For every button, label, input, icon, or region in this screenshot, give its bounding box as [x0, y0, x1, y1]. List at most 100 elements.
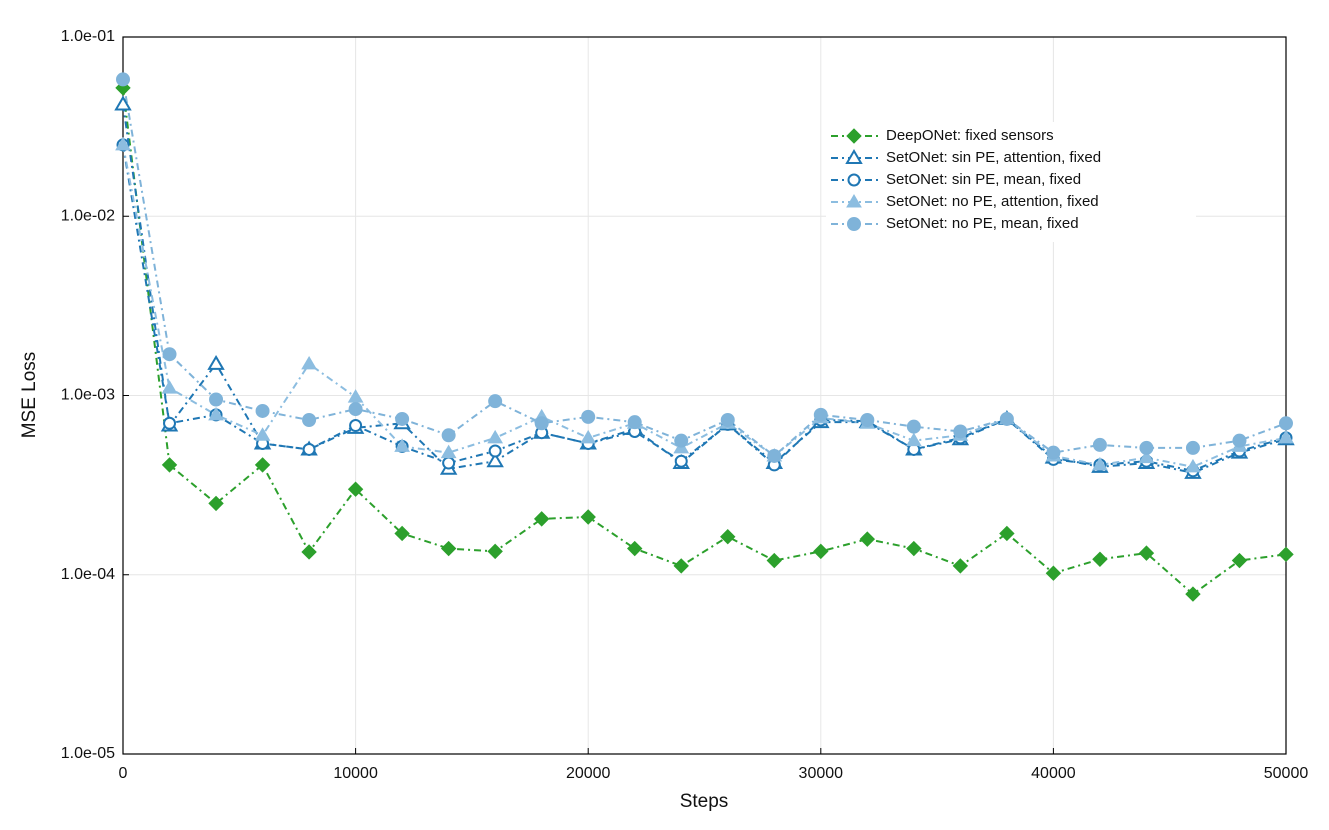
- marker: [208, 495, 224, 512]
- marker: [999, 525, 1015, 542]
- marker: [207, 354, 225, 370]
- marker: [859, 531, 876, 547]
- marker: [534, 416, 549, 431]
- marker: [394, 525, 410, 542]
- marker: [302, 412, 317, 427]
- legend-label: SetONet: sin PE, attention, fixed: [886, 149, 1101, 166]
- marker: [347, 481, 364, 497]
- y-tick-label: 1.0e-02: [61, 207, 115, 224]
- marker: [1231, 552, 1248, 569]
- x-tick-label: 50000: [1264, 765, 1309, 782]
- marker: [953, 424, 968, 439]
- marker: [674, 454, 688, 468]
- marker: [1139, 440, 1154, 455]
- marker: [860, 412, 875, 427]
- marker: [486, 452, 504, 468]
- marker: [1092, 456, 1108, 471]
- marker: [847, 217, 861, 231]
- marker: [627, 415, 642, 430]
- marker: [1092, 551, 1108, 567]
- marker: [720, 412, 735, 427]
- marker: [488, 444, 502, 458]
- marker: [1046, 445, 1061, 460]
- marker: [254, 427, 271, 441]
- marker: [674, 433, 689, 448]
- series-line: [122, 144, 1287, 468]
- marker: [255, 403, 270, 418]
- legend-label: SetONet: no PE, mean, fixed: [886, 215, 1079, 232]
- y-tick-label: 1.0e-03: [61, 387, 115, 404]
- marker: [163, 416, 177, 430]
- y-tick-label: 1.0e-04: [61, 566, 115, 583]
- marker: [440, 444, 457, 459]
- marker: [1278, 429, 1294, 444]
- marker: [1185, 458, 1201, 473]
- marker: [114, 95, 132, 111]
- x-axis-label: Steps: [680, 791, 729, 812]
- marker: [301, 544, 317, 560]
- marker: [441, 428, 456, 443]
- marker: [906, 540, 922, 557]
- legend: DeepONet: fixed sensors SetONet: sin PE, …: [826, 122, 1196, 242]
- x-tick-label: 30000: [799, 765, 844, 782]
- marker: [1279, 416, 1293, 431]
- marker: [813, 543, 829, 560]
- marker: [442, 456, 456, 470]
- series-line: [122, 79, 1287, 458]
- marker: [627, 540, 643, 557]
- marker: [440, 540, 457, 557]
- marker: [209, 392, 224, 407]
- marker: [767, 448, 782, 463]
- marker: [115, 136, 131, 151]
- marker: [116, 72, 130, 87]
- marker: [1232, 433, 1247, 448]
- marker: [254, 457, 271, 473]
- marker: [348, 402, 363, 417]
- marker: [581, 409, 596, 424]
- legend-label: DeepONet: fixed sensors: [886, 127, 1054, 144]
- marker: [846, 128, 862, 144]
- legend-box: [826, 122, 1196, 242]
- marker: [394, 438, 410, 452]
- series-line: [122, 144, 1287, 472]
- legend-label: SetONet: sin PE, mean, fixed: [886, 171, 1081, 188]
- y-tick-label: 1.0e-01: [61, 28, 115, 45]
- marker: [1185, 440, 1200, 455]
- marker: [847, 173, 861, 187]
- marker: [395, 411, 410, 426]
- marker: [673, 558, 689, 574]
- marker: [208, 406, 224, 421]
- x-tick-label: 0: [119, 765, 128, 782]
- plot-frame: [122, 36, 1287, 755]
- marker: [487, 543, 503, 560]
- marker: [1045, 565, 1062, 581]
- marker: [766, 552, 782, 569]
- marker: [1092, 437, 1107, 452]
- x-tick-label: 10000: [333, 765, 378, 782]
- marker: [161, 457, 178, 473]
- marker: [1278, 546, 1294, 563]
- marker: [349, 419, 363, 433]
- marker: [580, 509, 596, 525]
- marker: [580, 429, 597, 444]
- marker: [347, 389, 364, 403]
- y-axis-label: MSE Loss: [19, 352, 40, 439]
- marker: [487, 429, 504, 444]
- marker: [1138, 449, 1155, 464]
- marker: [905, 432, 922, 447]
- marker: [1138, 545, 1155, 561]
- marker: [161, 380, 178, 394]
- marker: [813, 407, 828, 422]
- marker: [845, 149, 863, 164]
- marker: [999, 411, 1014, 426]
- marker: [846, 194, 862, 208]
- marker: [533, 511, 550, 527]
- legend-label: SetONet: no PE, attention, fixed: [886, 193, 1099, 210]
- marker: [720, 529, 736, 545]
- marker: [1185, 586, 1201, 602]
- y-tick-label: 1.0e-05: [61, 745, 115, 762]
- marker: [952, 558, 969, 574]
- marker: [162, 347, 177, 362]
- series-line: [122, 87, 1287, 596]
- marker: [488, 394, 503, 409]
